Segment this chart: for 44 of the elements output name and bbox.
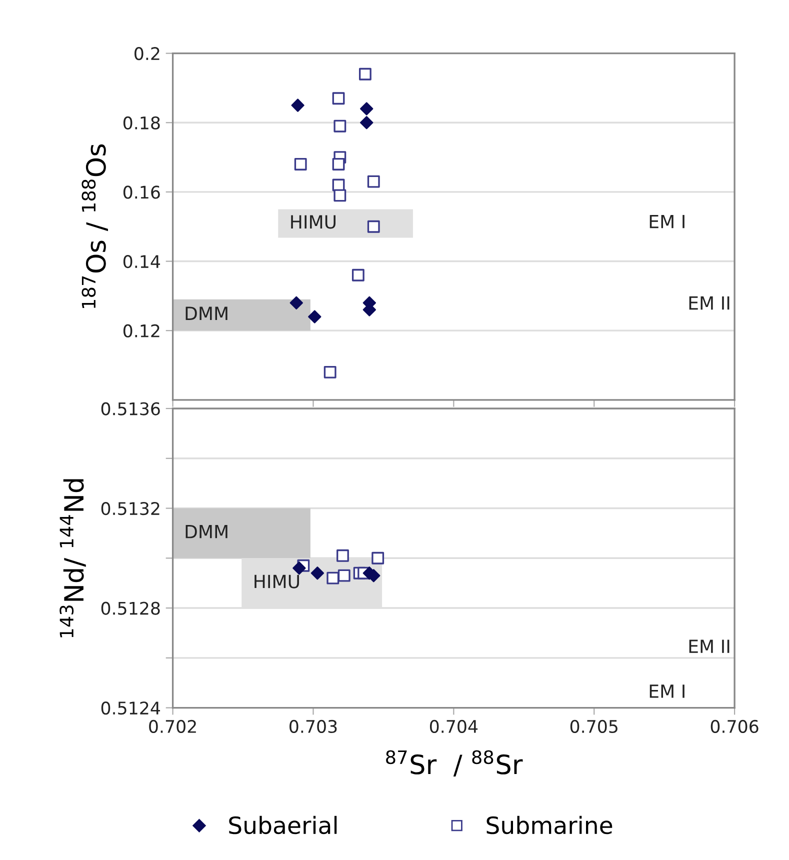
point	[326, 572, 340, 584]
x-tick-label: 0.706	[710, 720, 758, 734]
y-axis-title: $^{187}$Os / $^{188}$Os	[82, 144, 108, 308]
y-tick-label: 0.14	[123, 254, 160, 268]
point	[290, 296, 303, 310]
point	[372, 552, 384, 564]
y-tick-label: 0.16	[123, 186, 160, 199]
point	[308, 310, 322, 324]
point	[334, 120, 346, 132]
x-axis-title: $^{87}$Sr / $^{88}$Sr	[386, 750, 523, 776]
x-tick-label: 0.702	[149, 720, 196, 734]
point	[360, 116, 374, 130]
x-tick-label: 0.705	[570, 720, 618, 734]
y-tick-label: 0.5136	[101, 402, 160, 416]
point	[310, 566, 324, 580]
y-tick-label: 0.2	[134, 47, 160, 60]
point	[358, 68, 372, 80]
point	[338, 569, 350, 582]
annotation: HIMU	[254, 574, 299, 588]
point	[334, 189, 346, 202]
x-tick-label: 0.704	[430, 720, 478, 734]
annotation: EM II	[689, 640, 730, 653]
point	[352, 268, 364, 282]
point	[291, 98, 304, 112]
annotation: HIMU	[291, 215, 336, 229]
point	[336, 549, 349, 562]
point	[367, 220, 380, 233]
annotation: DMM	[186, 306, 228, 320]
y-tick-label: 0.18	[123, 116, 160, 130]
legend-label: Subaerial	[229, 816, 337, 834]
annotation: EM II	[689, 296, 730, 310]
annotation: EM I	[650, 214, 684, 228]
y-tick-label: 0.5128	[101, 602, 160, 615]
annotation: DMM	[186, 525, 228, 538]
y-axis-title: $^{143}$Nd/ $^{144}$Nd	[60, 479, 86, 638]
y-tick-label: 0.5124	[101, 701, 160, 715]
y-tick-label: 0.5132	[101, 502, 160, 516]
point	[332, 158, 345, 170]
point	[360, 102, 374, 116]
x-tick-label: 0.703	[290, 720, 337, 734]
legend-label: Submarine	[486, 816, 612, 834]
point	[292, 562, 306, 575]
annotation: EM I	[650, 684, 684, 698]
y-tick-label: 0.12	[123, 324, 160, 338]
